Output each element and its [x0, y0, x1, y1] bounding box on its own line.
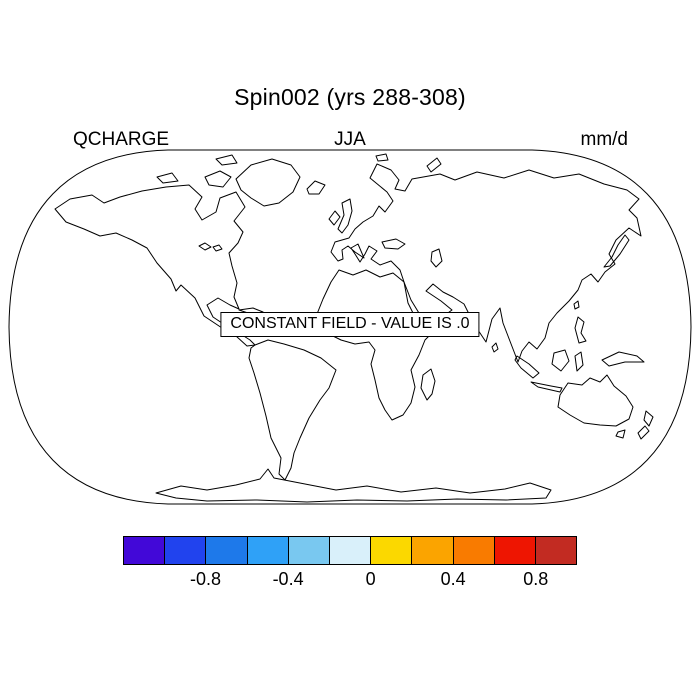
coastline-australia	[557, 374, 634, 427]
coastline-north-america	[54, 184, 256, 347]
coastline-tasmania	[615, 429, 626, 439]
coastline-taiwan	[573, 300, 580, 310]
caspian-sea	[430, 248, 443, 268]
variable-label: QCHARGE	[73, 129, 170, 150]
coastline-new-zealand-north	[643, 410, 654, 427]
plot-title: Spin002 (yrs 288-308)	[234, 84, 466, 110]
coastline-svalbard	[375, 153, 389, 162]
coastline-iceland	[306, 180, 326, 195]
coastline-japan	[603, 234, 630, 268]
world-map	[8, 149, 692, 505]
constant-field-annotation: CONSTANT FIELD - VALUE IS .0	[220, 312, 480, 337]
colorbar-cell-0	[124, 537, 166, 564]
colorbar-tick-label: 0.4	[440, 569, 466, 589]
colorbar-cell-9	[494, 537, 536, 564]
coastline-antarctica	[155, 468, 552, 503]
coastline-new-guinea	[601, 351, 645, 367]
colorbar-cell-1	[165, 537, 207, 564]
coastline-baffin-island	[204, 170, 232, 188]
colorbar-cell-2	[206, 537, 248, 564]
colorbar-tick-label: -0.4	[272, 569, 304, 589]
great-lakes	[198, 242, 223, 252]
colorbar-cell-7	[412, 537, 454, 564]
colorbar-tick-label: 0.8	[523, 569, 549, 589]
map-projection-border	[8, 149, 692, 505]
coastline-philippines	[574, 316, 587, 344]
coastline-java	[530, 381, 563, 393]
coastline-new-zealand-south	[637, 425, 650, 440]
units-label: mm/d	[580, 129, 629, 150]
coastline-greenland	[235, 158, 301, 207]
colorbar-cell-5	[329, 537, 372, 564]
coastline-sri-lanka	[491, 342, 499, 353]
black-sea	[381, 238, 406, 250]
coastline-great-britain	[337, 198, 353, 234]
coastline-sulawesi	[574, 351, 584, 372]
coastline-south-america	[248, 339, 337, 481]
colorbar-cell-8	[453, 537, 495, 564]
colorbar-cell-10	[535, 537, 577, 564]
coastline-eurasia	[330, 163, 642, 363]
colorbar	[123, 536, 577, 565]
coastline-sumatra	[514, 355, 540, 379]
coastline-ellesmere-island	[215, 154, 238, 166]
coastline-victoria-island	[156, 172, 179, 184]
colorbar-ticks: -0.8 -0.4 0 0.4 0.8	[123, 567, 577, 591]
coastline-borneo	[551, 349, 570, 372]
colorbar-tick-label: -0.8	[190, 569, 222, 589]
colorbar-cell-6	[371, 537, 413, 564]
coastline-africa	[316, 269, 438, 421]
colorbar-tick-label: 0	[365, 569, 376, 589]
coastline-ireland	[328, 210, 341, 226]
coastline-madagascar	[420, 368, 436, 401]
coastline-novaya-zemlya	[426, 157, 442, 173]
colorbar-cell-3	[247, 537, 289, 564]
colorbar-cell-4	[288, 537, 330, 564]
season-label: JJA	[334, 129, 366, 150]
